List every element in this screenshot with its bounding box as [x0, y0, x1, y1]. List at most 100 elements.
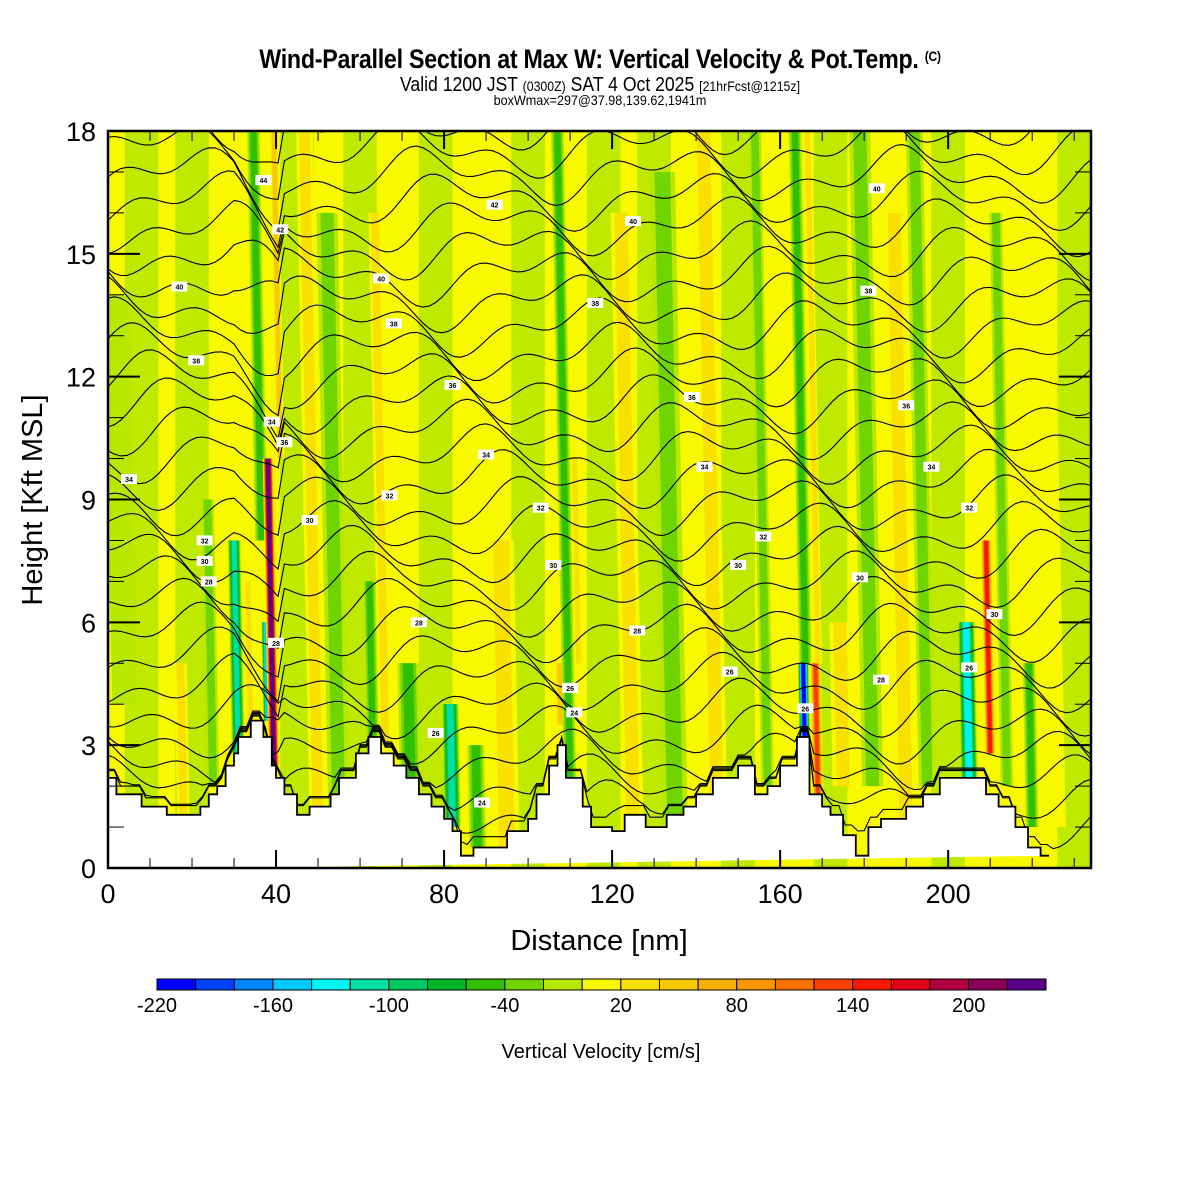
colorbar-swatch [658, 978, 699, 991]
contour-label-text: 40 [377, 276, 385, 283]
contour-label-bg [427, 727, 444, 738]
velocity-band [250, 131, 265, 541]
title-text: Wind-Parallel Section at Max W: Vertical… [259, 44, 919, 74]
colorbar-swatch [968, 978, 1008, 991]
contour-label: 26 [427, 727, 444, 738]
theta-contour [108, 500, 1091, 571]
velocity-band [654, 171, 683, 828]
theta-contour [108, 601, 1091, 678]
contour-label-text: 36 [449, 383, 457, 390]
theta-contour [108, 550, 1091, 623]
contour-label-text: 30 [201, 559, 209, 566]
contour-label-text: 38 [865, 289, 873, 296]
terrain [108, 719, 1049, 868]
colorbar-swatch [427, 978, 467, 991]
velocity-band [446, 704, 456, 828]
colorbar-swatch [736, 978, 776, 991]
contour-label-bg [268, 637, 284, 648]
theta-contour [108, 448, 1091, 511]
x-axis-label: Distance [nm] [510, 925, 687, 957]
theta-contour [108, 69, 1091, 129]
y-axis-label: Height [Kft MSL] [17, 394, 49, 605]
contour-label-bg [730, 560, 747, 570]
theta-contour [108, 131, 1075, 201]
contour-label-bg [625, 216, 642, 227]
contour-label-bg [683, 392, 700, 403]
velocity-band [370, 212, 390, 746]
contour-label-text: 38 [390, 321, 398, 328]
contour-label-text: 26 [801, 706, 809, 713]
colorbar-swatch [272, 978, 313, 991]
contour-label-bg [923, 461, 940, 472]
valid-utc: (0300Z) [522, 78, 566, 94]
contour-label-bg [986, 609, 1003, 620]
contour-label: 40 [868, 183, 885, 194]
contour-label-bg [721, 666, 738, 677]
contour-label: 28 [873, 674, 889, 685]
contour-label-bg [755, 531, 772, 542]
contour-label-text: 32 [201, 538, 209, 545]
colorbar-swatch [1006, 978, 1047, 991]
contour-label: 34 [478, 449, 495, 460]
contour-label-text: 24 [570, 710, 578, 717]
contour-label-bg [566, 707, 583, 718]
theta-contour [108, 321, 1091, 417]
contour-label-bg [196, 555, 213, 566]
colorbar-tick-labels: -220 -160 -100 -40 20 80 140 200 [137, 995, 985, 1017]
contour-label-text: 40 [629, 219, 637, 226]
velocity-band [402, 663, 416, 787]
colorbar-swatch [349, 978, 390, 991]
contour-label: 30 [196, 555, 213, 566]
velocity-band [1035, 131, 1066, 828]
contour-label-text: 36 [688, 395, 696, 402]
contour-label-text: 26 [566, 686, 574, 693]
contour-label-bg [961, 502, 978, 513]
contour-label-text: 30 [991, 612, 999, 619]
velocity-band [231, 540, 241, 754]
contour-label-bg [444, 379, 461, 390]
contour-label: 32 [381, 490, 398, 501]
colorbar-swatch [620, 978, 660, 991]
contour-label-text: 28 [877, 678, 885, 685]
contour-label: 44 [255, 175, 272, 186]
colorbar-swatch [581, 978, 622, 991]
contour-label-text: 28 [415, 620, 423, 627]
contour-label-bg [852, 572, 868, 583]
theta-contour [108, 704, 1091, 765]
chart-subtitle: Valid 1200 JST (0300Z) SAT 4 Oct 2025 [2… [72, 74, 1128, 97]
theta-contour [108, 677, 1091, 740]
colorbar-swatch [543, 978, 583, 991]
contour-label-text: 38 [591, 301, 599, 308]
contour-label-bg [255, 175, 272, 186]
theta-contour [108, 524, 1091, 598]
colorbar-tick-label: 20 [610, 995, 632, 1017]
contour-label-text: 28 [272, 641, 280, 648]
contour-label: 24 [566, 707, 583, 718]
contour-label: 34 [121, 474, 137, 484]
contour-label: 30 [986, 609, 1003, 620]
contour-label-text: 32 [386, 493, 394, 500]
theta-contour [108, 474, 1091, 537]
contour-label-text: 26 [965, 665, 973, 672]
contour-label: 28 [629, 625, 646, 636]
contour-label: 38 [860, 285, 877, 296]
velocity-band [813, 663, 820, 795]
contour-label-bg [385, 318, 402, 329]
contour-label: 26 [562, 682, 579, 693]
contour-label: 32 [961, 502, 978, 513]
contour-label: 42 [486, 199, 503, 210]
contour-label: 28 [410, 617, 427, 628]
contour-label: 26 [797, 703, 814, 714]
contour-label-bg [696, 461, 713, 472]
colorbar [156, 978, 1047, 991]
theta-contour [108, 170, 1091, 249]
contour-label: 34 [263, 416, 280, 427]
contour-label-bg [873, 674, 889, 685]
contour-label-text: 32 [759, 534, 767, 541]
contour-label-bg [961, 662, 978, 673]
terrain-profile [108, 719, 1049, 868]
colorbar-swatch [388, 978, 429, 991]
contour-label-text: 34 [268, 420, 276, 427]
theta-contour [108, 398, 1091, 461]
